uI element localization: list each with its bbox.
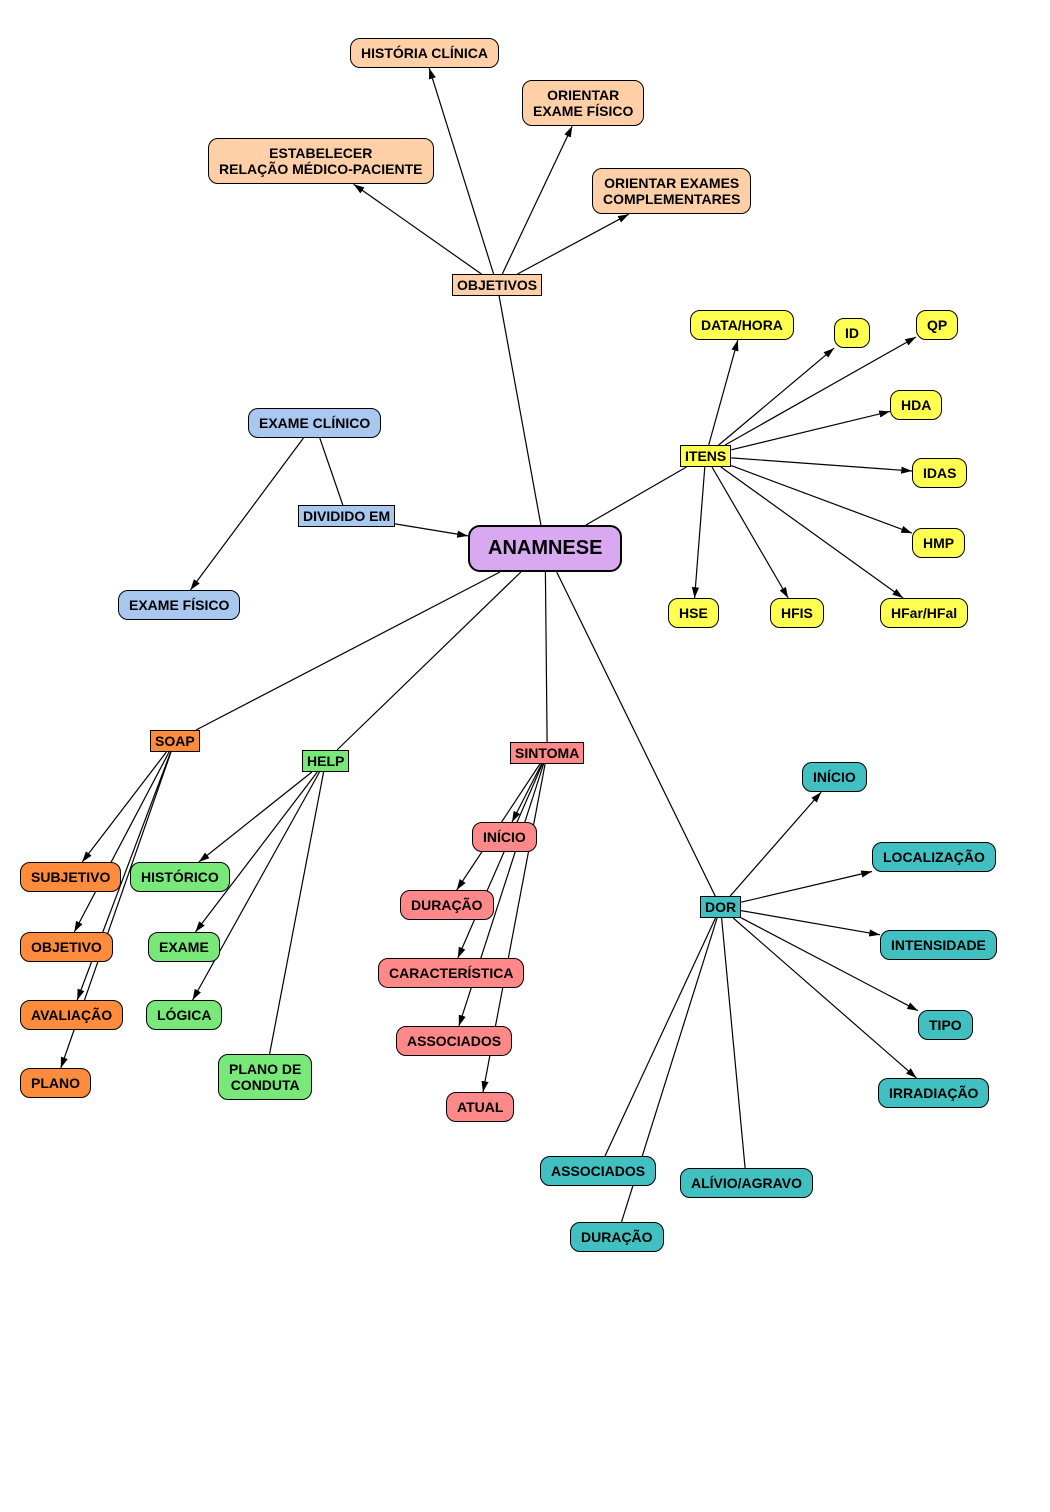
edge-objetivos-estabelecer_relacao [354,184,482,274]
node-hda: HDA [890,390,942,420]
edge-anamnese-sintoma [545,572,547,742]
node-d_tipo: TIPO [918,1010,973,1040]
edge-objetivos-orientar_exame_fisico [502,126,572,274]
edge-sintoma-s_inicio [512,764,542,822]
node-exame_fisico: EXAME FÍSICO [118,590,240,620]
edge-itens-hfis [712,467,788,598]
edge-itens-id [719,348,834,445]
node-orientar_exame_fisico: ORIENTAR EXAME FÍSICO [522,80,644,126]
node-help: HELP [302,750,349,772]
edge-itens-idas [731,458,912,471]
edge-anamnese-objetivos [499,296,541,525]
edge-anamnese-help [337,572,521,750]
node-d_alivio: ALÍVIO/AGRAVO [680,1168,813,1198]
node-d_associados: ASSOCIADOS [540,1156,656,1186]
edge-dor-d_intensidade [741,911,880,935]
node-subjetivo: SUBJETIVO [20,862,121,892]
edge-soap-subjetivo [82,752,166,862]
node-qp: QP [916,310,958,340]
edge-help-exame [195,772,317,932]
edge-itens-hda [731,411,890,449]
node-d_irradiacao: IRRADIAÇÃO [878,1078,989,1108]
node-anamnese: ANAMNESE [468,525,622,572]
node-d_inicio: INÍCIO [802,762,867,792]
node-itens: ITENS [680,445,731,467]
edge-dividido_em-exame_clinico [320,438,343,505]
node-estabelecer_relacao: ESTABELECER RELAÇÃO MÉDICO-PACIENTE [208,138,434,184]
edge-soap-objetivo [74,752,169,932]
node-hfar: HFar/HFal [880,598,968,628]
node-objetivos: OBJETIVOS [452,274,542,296]
node-historia_clinica: HISTÓRIA CLÍNICA [350,38,499,68]
edge-sintoma-s_caracteristica [458,764,543,958]
node-idas: IDAS [912,458,967,488]
edge-itens-hfar [721,467,903,598]
edge-dor-d_localizacao [741,872,872,903]
edge-exame_clinico-exame_fisico [190,438,303,590]
edge-objetivos-orientar_exames_complementares [518,214,629,274]
node-s_associados: ASSOCIADOS [396,1026,512,1056]
edge-dor-d_alivio [722,918,746,1168]
node-s_atual: ATUAL [446,1092,514,1122]
node-exame_clinico: EXAME CLÍNICO [248,408,381,438]
node-hfis: HFIS [770,598,824,628]
edge-itens-hmp [731,466,912,533]
edge-itens-data_hora [709,340,738,445]
node-dor: DOR [700,896,741,918]
node-avaliacao: AVALIAÇÃO [20,1000,123,1030]
edge-anamnese-soap [196,572,500,730]
node-hse: HSE [668,598,719,628]
node-soap: SOAP [150,730,200,752]
node-dividido_em: DIVIDIDO EM [298,505,395,527]
node-historico: HISTÓRICO [130,862,230,892]
node-d_localizacao: LOCALIZAÇÃO [872,842,996,872]
node-d_duracao: DURAÇÃO [570,1222,664,1252]
node-exame: EXAME [148,932,220,962]
node-d_intensidade: INTENSIDADE [880,930,997,960]
node-orientar_exames_complementares: ORIENTAR EXAMES COMPLEMENTARES [592,168,751,214]
node-plano_conduta: PLANO DE CONDUTA [218,1054,312,1100]
node-data_hora: DATA/HORA [690,310,794,340]
edge-dividido_em-anamnese [395,524,468,536]
edge-itens-hse [695,467,705,598]
node-plano: PLANO [20,1068,91,1098]
node-objetivo: OBJETIVO [20,932,113,962]
edge-dor-d_associados [605,918,716,1156]
node-id: ID [834,318,870,348]
edge-anamnese-itens [586,467,687,525]
node-s_caracteristica: CARACTERÍSTICA [378,958,524,988]
node-hmp: HMP [912,528,965,558]
node-s_duracao: DURAÇÃO [400,890,494,920]
node-s_inicio: INÍCIO [472,822,537,852]
node-sintoma: SINTOMA [510,742,584,764]
node-logica: LÓGICA [146,1000,222,1030]
edge-dor-d_inicio [730,792,821,896]
edge-objetivos-historia_clinica [429,68,493,274]
